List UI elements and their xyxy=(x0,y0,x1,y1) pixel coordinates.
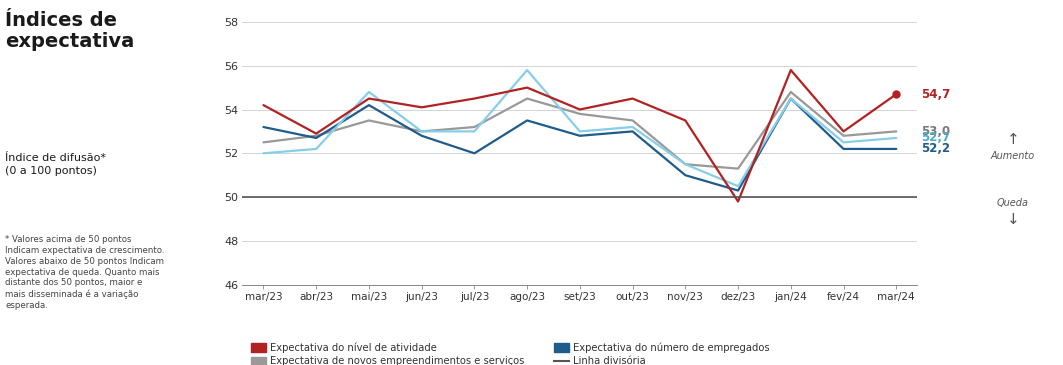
Text: 52,2: 52,2 xyxy=(921,142,950,155)
Text: Índice de difusão*
(0 a 100 pontos): Índice de difusão* (0 a 100 pontos) xyxy=(5,153,106,176)
Text: 52,7: 52,7 xyxy=(921,131,950,145)
Legend: Expectativa do nível de atividade, Expectativa de novos empreendimentos e serviç: Expectativa do nível de atividade, Expec… xyxy=(248,338,773,365)
Text: Aumento: Aumento xyxy=(991,151,1035,161)
Text: 54,7: 54,7 xyxy=(921,88,950,101)
Text: Queda: Queda xyxy=(997,198,1029,208)
Text: ↑: ↑ xyxy=(1007,132,1019,147)
Text: 53,0: 53,0 xyxy=(921,125,950,138)
Text: * Valores acima de 50 pontos
Indicam expectativa de crescimento.
Valores abaixo : * Valores acima de 50 pontos Indicam exp… xyxy=(5,235,165,310)
Text: Índices de
expectativa: Índices de expectativa xyxy=(5,11,135,51)
Text: ↓: ↓ xyxy=(1007,211,1019,227)
